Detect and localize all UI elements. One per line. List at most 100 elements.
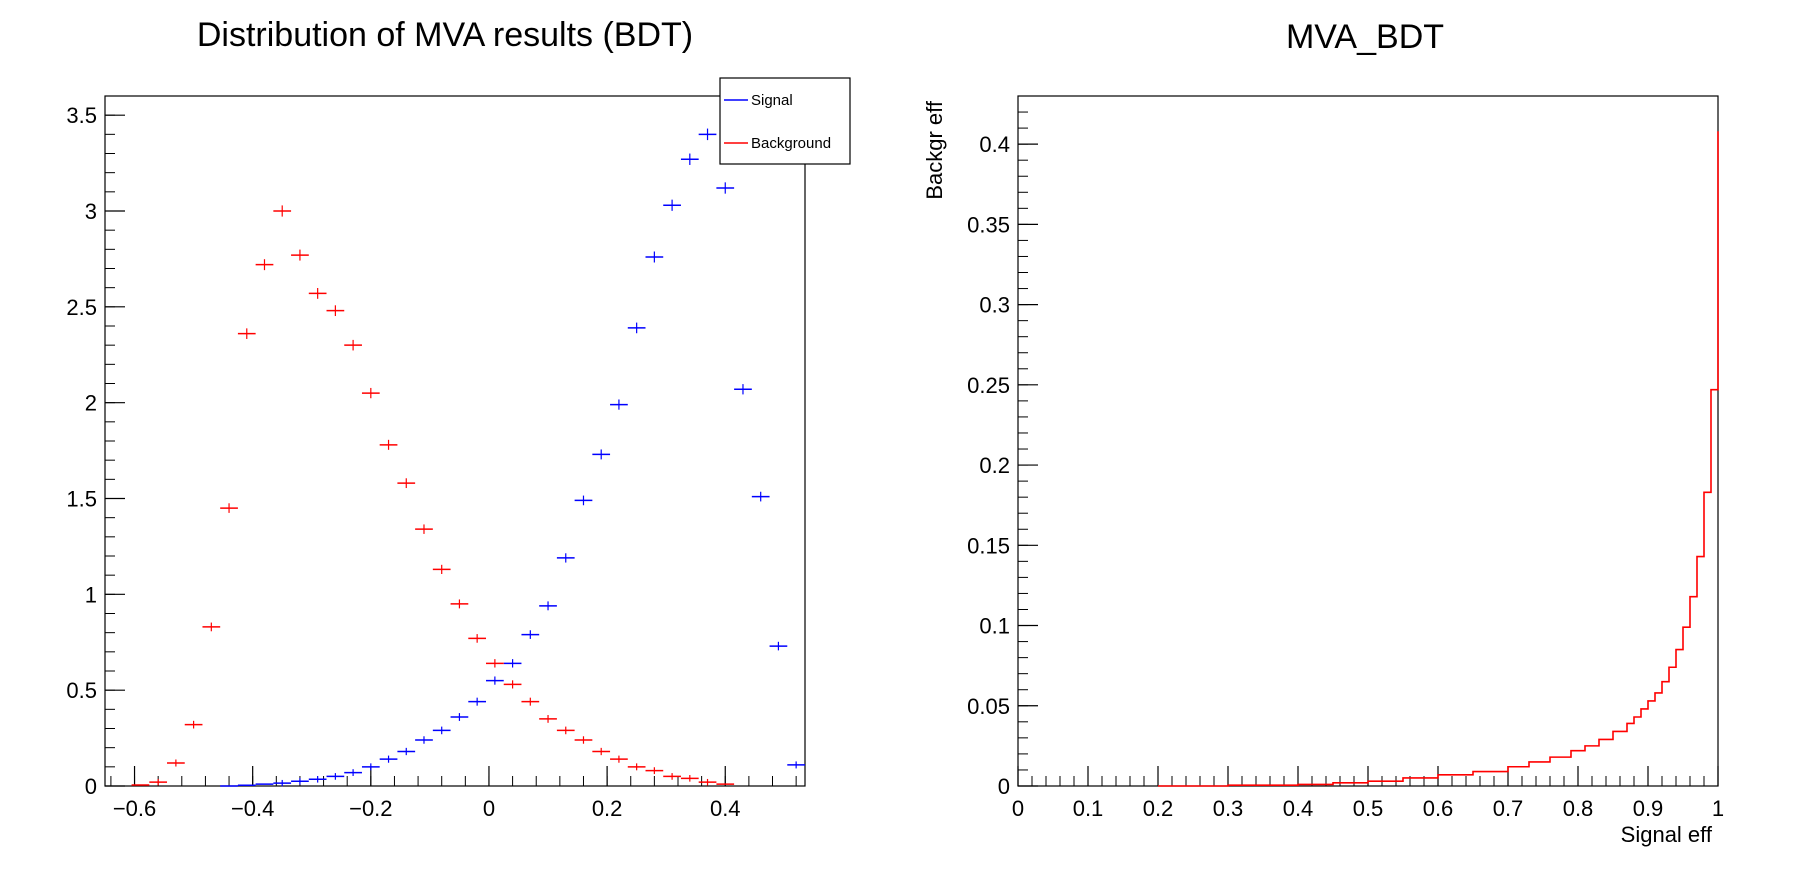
background-point xyxy=(202,622,221,632)
x-tick-label: 0.8 xyxy=(1563,796,1594,821)
left-x-axis: −0.6 −0.4 −0.2 0 0.2 0.4 xyxy=(110,766,797,821)
x-tick-label: 0.3 xyxy=(1213,796,1244,821)
left-data-marks xyxy=(131,128,805,787)
background-point xyxy=(574,736,593,744)
signal-point xyxy=(397,747,416,756)
background-point xyxy=(450,599,469,609)
right-plot-frame xyxy=(1017,95,1719,787)
x-tick-label: 0.1 xyxy=(1073,796,1104,821)
y-tick-label: 0.1 xyxy=(979,614,1010,639)
x-tick-label: 0.5 xyxy=(1353,796,1384,821)
signal-point xyxy=(486,676,504,685)
y-tick-label: 2.5 xyxy=(66,295,97,320)
x-tick-label: 0.9 xyxy=(1633,796,1664,821)
x-tick-label: 0.2 xyxy=(1143,796,1174,821)
x-tick-label: −0.6 xyxy=(113,796,156,821)
legend: Signal Background xyxy=(719,77,851,165)
background-point xyxy=(486,659,504,668)
x-tick-label: 0.4 xyxy=(1283,796,1314,821)
background-point xyxy=(397,478,416,489)
y-tick-label: 3 xyxy=(85,199,97,224)
background-point xyxy=(503,680,522,689)
y-tick-label: 3.5 xyxy=(66,103,97,128)
x-tick-label: 0.6 xyxy=(1423,796,1454,821)
y-tick-label: 0.5 xyxy=(66,678,97,703)
signal-point xyxy=(769,641,788,651)
y-tick-label: 0.05 xyxy=(967,694,1010,719)
y-tick-label: 0 xyxy=(85,774,97,799)
signal-point xyxy=(592,449,611,460)
legend-signal-label: Signal xyxy=(751,92,793,109)
x-tick-label: 0.7 xyxy=(1493,796,1524,821)
background-point xyxy=(468,634,487,643)
x-tick-label: −0.2 xyxy=(349,796,392,821)
y-tick-label: 2 xyxy=(85,391,97,416)
right-y-axis: 0 0.05 0.1 0.15 0.2 0.25 0.3 0.35 0.4 xyxy=(967,95,1038,799)
signal-point xyxy=(610,399,628,410)
signal-point xyxy=(379,755,398,763)
signal-point xyxy=(521,630,540,639)
background-point xyxy=(663,773,681,780)
y-tick-label: 0.15 xyxy=(967,533,1010,558)
x-tick-label: 0.2 xyxy=(592,796,623,821)
signal-point xyxy=(361,763,380,771)
left-chart-title: Distribution of MVA results (BDT) xyxy=(197,16,693,54)
background-point xyxy=(291,249,309,261)
background-point xyxy=(415,524,433,534)
background-point xyxy=(539,715,557,723)
signal-point xyxy=(450,713,469,721)
background-point xyxy=(698,778,717,786)
series-signal xyxy=(220,128,805,787)
x-tick-label: 1 xyxy=(1712,796,1724,821)
signal-point xyxy=(787,761,805,769)
signal-point xyxy=(344,769,362,776)
background-point xyxy=(627,763,646,771)
background-point xyxy=(521,697,540,706)
left-plot-frame xyxy=(104,95,806,787)
background-point xyxy=(645,767,664,775)
x-tick-label: 0 xyxy=(483,796,495,821)
background-point xyxy=(556,726,575,735)
signal-point xyxy=(574,495,593,506)
signal-point xyxy=(291,777,309,785)
signal-point xyxy=(734,384,752,395)
signal-point xyxy=(627,322,646,334)
right-y-axis-label: Backgr eff xyxy=(922,100,947,200)
signal-point xyxy=(415,736,433,744)
y-tick-label: 0.25 xyxy=(967,373,1010,398)
y-tick-label: 0.2 xyxy=(979,453,1010,478)
signal-point xyxy=(556,553,575,563)
left-y-axis: 0 0.5 1 1.5 2 2.5 3 3.5 xyxy=(66,95,125,799)
right-x-axis: 0 0.1 0.2 0.3 0.4 0.5 0.6 0.7 0.8 0.9 1 xyxy=(1012,766,1724,821)
signal-point xyxy=(663,199,681,211)
x-tick-label: 0 xyxy=(1012,796,1024,821)
x-tick-label: 0.4 xyxy=(710,796,741,821)
y-tick-label: 0.3 xyxy=(979,293,1010,318)
y-tick-label: 0 xyxy=(998,774,1010,799)
background-point xyxy=(273,205,292,217)
background-point xyxy=(184,720,203,729)
panel-mva-distribution: Distribution of MVA results (BDT) −0.6 −0… xyxy=(66,16,851,821)
signal-point xyxy=(326,773,345,780)
signal-point xyxy=(751,491,770,502)
y-tick-label: 0.35 xyxy=(967,212,1010,237)
signal-point xyxy=(308,776,327,783)
background-point xyxy=(680,775,699,782)
background-point xyxy=(326,305,345,317)
right-data-curve xyxy=(1158,131,1719,787)
legend-background-label: Background xyxy=(751,135,831,152)
background-point xyxy=(220,503,238,513)
signal-point xyxy=(273,779,292,787)
panel-roc-curve: MVA_BDT 0 0.1 0.2 0.3 0.4 0.5 0.6 0.7 0.8 0.9 1 00… xyxy=(922,18,1724,847)
signal-point xyxy=(716,182,735,194)
right-x-axis-label: Signal eff xyxy=(1621,822,1713,847)
signal-point xyxy=(468,697,487,706)
signal-point xyxy=(432,726,451,735)
legend-box xyxy=(719,77,851,165)
background-point xyxy=(432,564,451,575)
background-point xyxy=(255,259,274,271)
signal-point xyxy=(539,601,557,611)
signal-point xyxy=(698,128,717,141)
